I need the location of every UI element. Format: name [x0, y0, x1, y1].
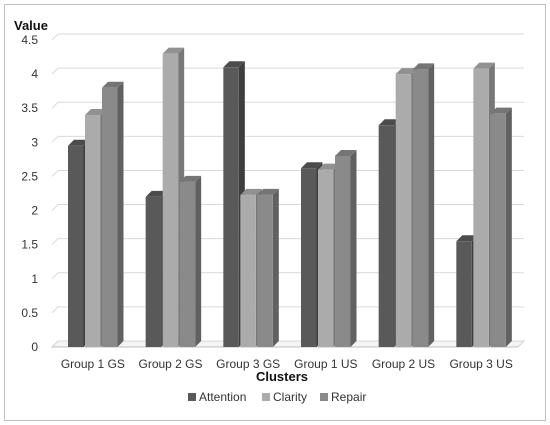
y-tick-label: 0.5: [21, 306, 38, 320]
legend-item: Repair: [320, 390, 366, 404]
bar-front: [102, 87, 118, 347]
bar-side: [505, 107, 512, 348]
gridline-side: [51, 238, 59, 246]
y-tick-label: 3: [31, 135, 38, 149]
legend-label: Clarity: [273, 390, 307, 404]
bar-top: [179, 175, 202, 182]
y-tick-label: 2.5: [21, 169, 38, 183]
legend-item: Attention: [188, 390, 246, 404]
bar-top: [490, 107, 512, 114]
y-tick-label: 3.5: [21, 101, 38, 115]
bar-top: [318, 163, 340, 170]
bar-side: [428, 63, 435, 347]
bar-front: [257, 194, 273, 347]
bar-front: [68, 145, 84, 347]
bar-front: [318, 169, 334, 347]
bar: [490, 107, 512, 348]
legend-label: Attention: [199, 390, 246, 404]
x-tick-label: Group 1 GS: [61, 357, 125, 371]
gridline-side: [51, 340, 59, 348]
bar-top: [257, 188, 279, 195]
bar-top: [68, 139, 90, 146]
bar-top: [412, 63, 435, 70]
bar-front: [301, 168, 317, 347]
bar-top: [473, 62, 495, 69]
legend-swatch: [188, 393, 196, 401]
bar-top: [456, 235, 478, 242]
gridline-side: [51, 204, 59, 211]
bar-front: [412, 69, 429, 347]
bar-front: [179, 181, 196, 347]
gridline-side: [51, 33, 59, 41]
legend-item: Clarity: [262, 390, 307, 404]
gridline-side: [51, 272, 59, 280]
bar-top: [301, 162, 323, 169]
bar-top: [335, 149, 357, 156]
y-tick-label: 4: [31, 67, 38, 81]
legend-label: Repair: [331, 390, 366, 404]
bar-front: [240, 194, 256, 347]
x-axis-ticks: Group 1 GS Group 2 GS Group 3 GS Group 1 US…: [61, 357, 513, 371]
x-tick-label: Group 2 GS: [138, 357, 202, 371]
y-tick-label: 2: [31, 204, 38, 218]
bar-front: [162, 53, 179, 348]
bar-front: [473, 68, 489, 348]
x-tick-label: Group 3 US: [449, 357, 512, 371]
y-axis-title: Value: [14, 18, 48, 33]
bar-front: [335, 155, 351, 347]
bar: [335, 149, 357, 347]
bar-top: [395, 68, 418, 75]
bar-side: [350, 149, 357, 347]
gridline-side: [51, 306, 59, 314]
gridline-side: [51, 170, 59, 177]
x-axis-title: Clusters: [256, 369, 308, 384]
bar-front: [85, 115, 101, 348]
bar-front: [395, 74, 412, 347]
bar-top: [162, 47, 185, 54]
y-tick-label: 1.5: [21, 238, 38, 252]
x-tick-label: Group 2 US: [372, 357, 435, 371]
bar-top: [145, 190, 168, 197]
bar-front: [490, 113, 506, 348]
x-tick-label: Group 3 GS: [216, 357, 280, 371]
gridline-side: [51, 101, 59, 109]
bars: [68, 47, 512, 348]
x-tick-label: Group 1 US: [294, 357, 357, 371]
gridline-side: [51, 67, 59, 75]
y-tick-label: 1: [31, 272, 38, 286]
legend: Attention Clarity Repair: [188, 390, 366, 404]
y-tick-label: 0: [31, 340, 38, 354]
bar: [257, 188, 279, 347]
bar-top: [223, 61, 245, 68]
y-axis-ticks: 0 0.5 1 1.5 2 2.5 3 3.5 4 4.5: [21, 33, 38, 354]
bar-front: [145, 196, 162, 347]
legend-swatch: [262, 393, 270, 401]
bar-top: [240, 188, 262, 195]
y-tick-label: 4.5: [21, 33, 38, 47]
bar: [179, 175, 202, 347]
bar-front: [223, 67, 239, 348]
bar-front: [378, 125, 395, 348]
bar-side: [272, 188, 279, 347]
legend-swatch: [320, 393, 328, 401]
bar-side: [195, 175, 202, 347]
bar-front: [456, 241, 472, 347]
bar: [102, 81, 124, 347]
bar-top: [85, 109, 107, 116]
bar-side: [117, 81, 124, 347]
bar-top: [102, 81, 124, 88]
chart-floor: [50, 340, 526, 348]
bar: [412, 63, 435, 347]
gridline-side: [51, 135, 59, 143]
bar-top: [378, 119, 401, 126]
